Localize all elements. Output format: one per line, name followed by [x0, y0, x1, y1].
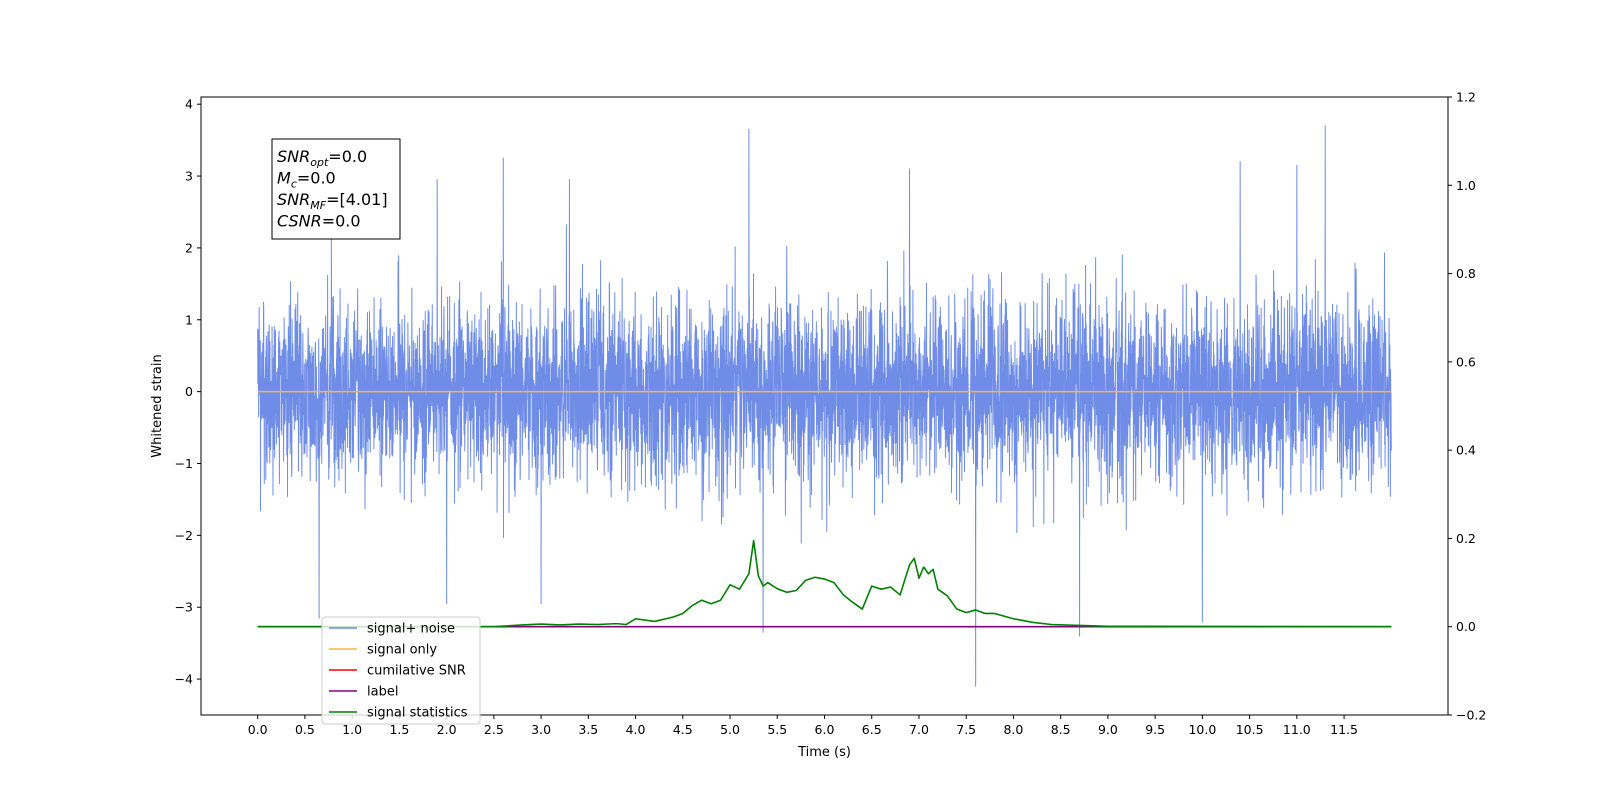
- series-line-0: [257, 125, 1392, 687]
- x-axis-label: Time (s): [797, 745, 851, 760]
- x-tick-label: 7.0: [909, 722, 929, 737]
- y-left-tick-label: −3: [175, 600, 193, 615]
- x-tick-label: 2.0: [437, 722, 457, 737]
- x-tick-label: 8.5: [1051, 722, 1071, 737]
- y-left-tick-label: 3: [185, 169, 193, 184]
- x-tick-label: 6.5: [862, 722, 882, 737]
- y-right-tick-label: 0.2: [1456, 531, 1476, 546]
- annotation-line: SNRopt=0.0: [277, 147, 367, 169]
- y-right-tick-label: 0.0: [1456, 619, 1476, 634]
- legend-frame: [321, 616, 481, 725]
- annotation-line: Mc=0.0: [277, 169, 336, 191]
- y-left-tick-label: 4: [185, 97, 193, 112]
- x-tick-label: 4.5: [673, 722, 693, 737]
- x-tick-label: 3.5: [578, 722, 598, 737]
- annotation-line: CSNR=0.0: [277, 212, 361, 231]
- x-tick-label: 10.5: [1236, 722, 1264, 737]
- legend-label: signal only: [367, 643, 437, 658]
- y-right-tick-label: 1.2: [1456, 90, 1476, 105]
- chart-legend: signal+ noise signal only cumilative SNR la…: [321, 616, 481, 725]
- x-tick-label: 0.5: [295, 722, 315, 737]
- x-tick-label: 4.0: [626, 722, 646, 737]
- x-tick-label: 2.5: [484, 722, 504, 737]
- x-tick-label: 9.0: [1098, 722, 1118, 737]
- series-line-4: [257, 539, 1392, 628]
- x-tick-label: 1.0: [342, 722, 362, 737]
- legend-label: label: [367, 685, 398, 700]
- y-right-axis-ticks: −0.2 0.0 0.2 0.4 0.6 0.8 1.0 1.2: [1448, 90, 1486, 723]
- y-right-tick-label: 0.6: [1456, 354, 1476, 369]
- y-left-tick-label: −2: [175, 528, 193, 543]
- y-right-tick-label: 0.4: [1456, 443, 1476, 458]
- x-tick-label: 11.0: [1283, 722, 1311, 737]
- plot-area: [257, 125, 1392, 687]
- x-tick-label: 6.0: [815, 722, 835, 737]
- y-right-tick-label: 0.8: [1456, 266, 1476, 281]
- y-axis-label: Whitened strain: [150, 354, 165, 457]
- x-tick-label: 3.0: [531, 722, 551, 737]
- y-left-tick-label: 2: [185, 240, 193, 255]
- y-right-tick-label: 1.0: [1456, 178, 1476, 193]
- x-tick-label: 5.5: [767, 722, 787, 737]
- y-left-tick-label: 1: [185, 312, 193, 327]
- y-left-tick-label: −1: [175, 456, 193, 471]
- legend-label: signal statistics: [367, 706, 468, 721]
- y-left-axis-ticks: −4 −3 −2 −1 0 1 2 3 4: [175, 97, 201, 687]
- x-tick-label: 10.0: [1188, 722, 1216, 737]
- legend-label: signal+ noise: [367, 622, 455, 637]
- x-tick-label: 0.0: [248, 722, 268, 737]
- x-tick-label: 11.5: [1330, 722, 1358, 737]
- annotation-box-frame: [271, 138, 401, 240]
- legend-label: cumilative SNR: [367, 664, 466, 679]
- x-tick-label: 8.0: [1003, 722, 1023, 737]
- y-left-tick-label: −4: [175, 672, 193, 687]
- x-tick-label: 7.5: [956, 722, 976, 737]
- annotation-line: SNRMF=[4.01]: [277, 190, 388, 212]
- y-right-tick-label: −0.2: [1456, 708, 1486, 723]
- x-tick-label: 5.0: [720, 722, 740, 737]
- y-left-tick-label: 0: [185, 384, 193, 399]
- x-tick-label: 9.5: [1145, 722, 1165, 737]
- x-axis-ticks: 0.0 0.5 1.0 1.5 2.0 2.5 3.0 3.5 4.0 4.5 5.0 5.5 6.0 6…: [248, 715, 1358, 737]
- x-tick-label: 1.5: [389, 722, 409, 737]
